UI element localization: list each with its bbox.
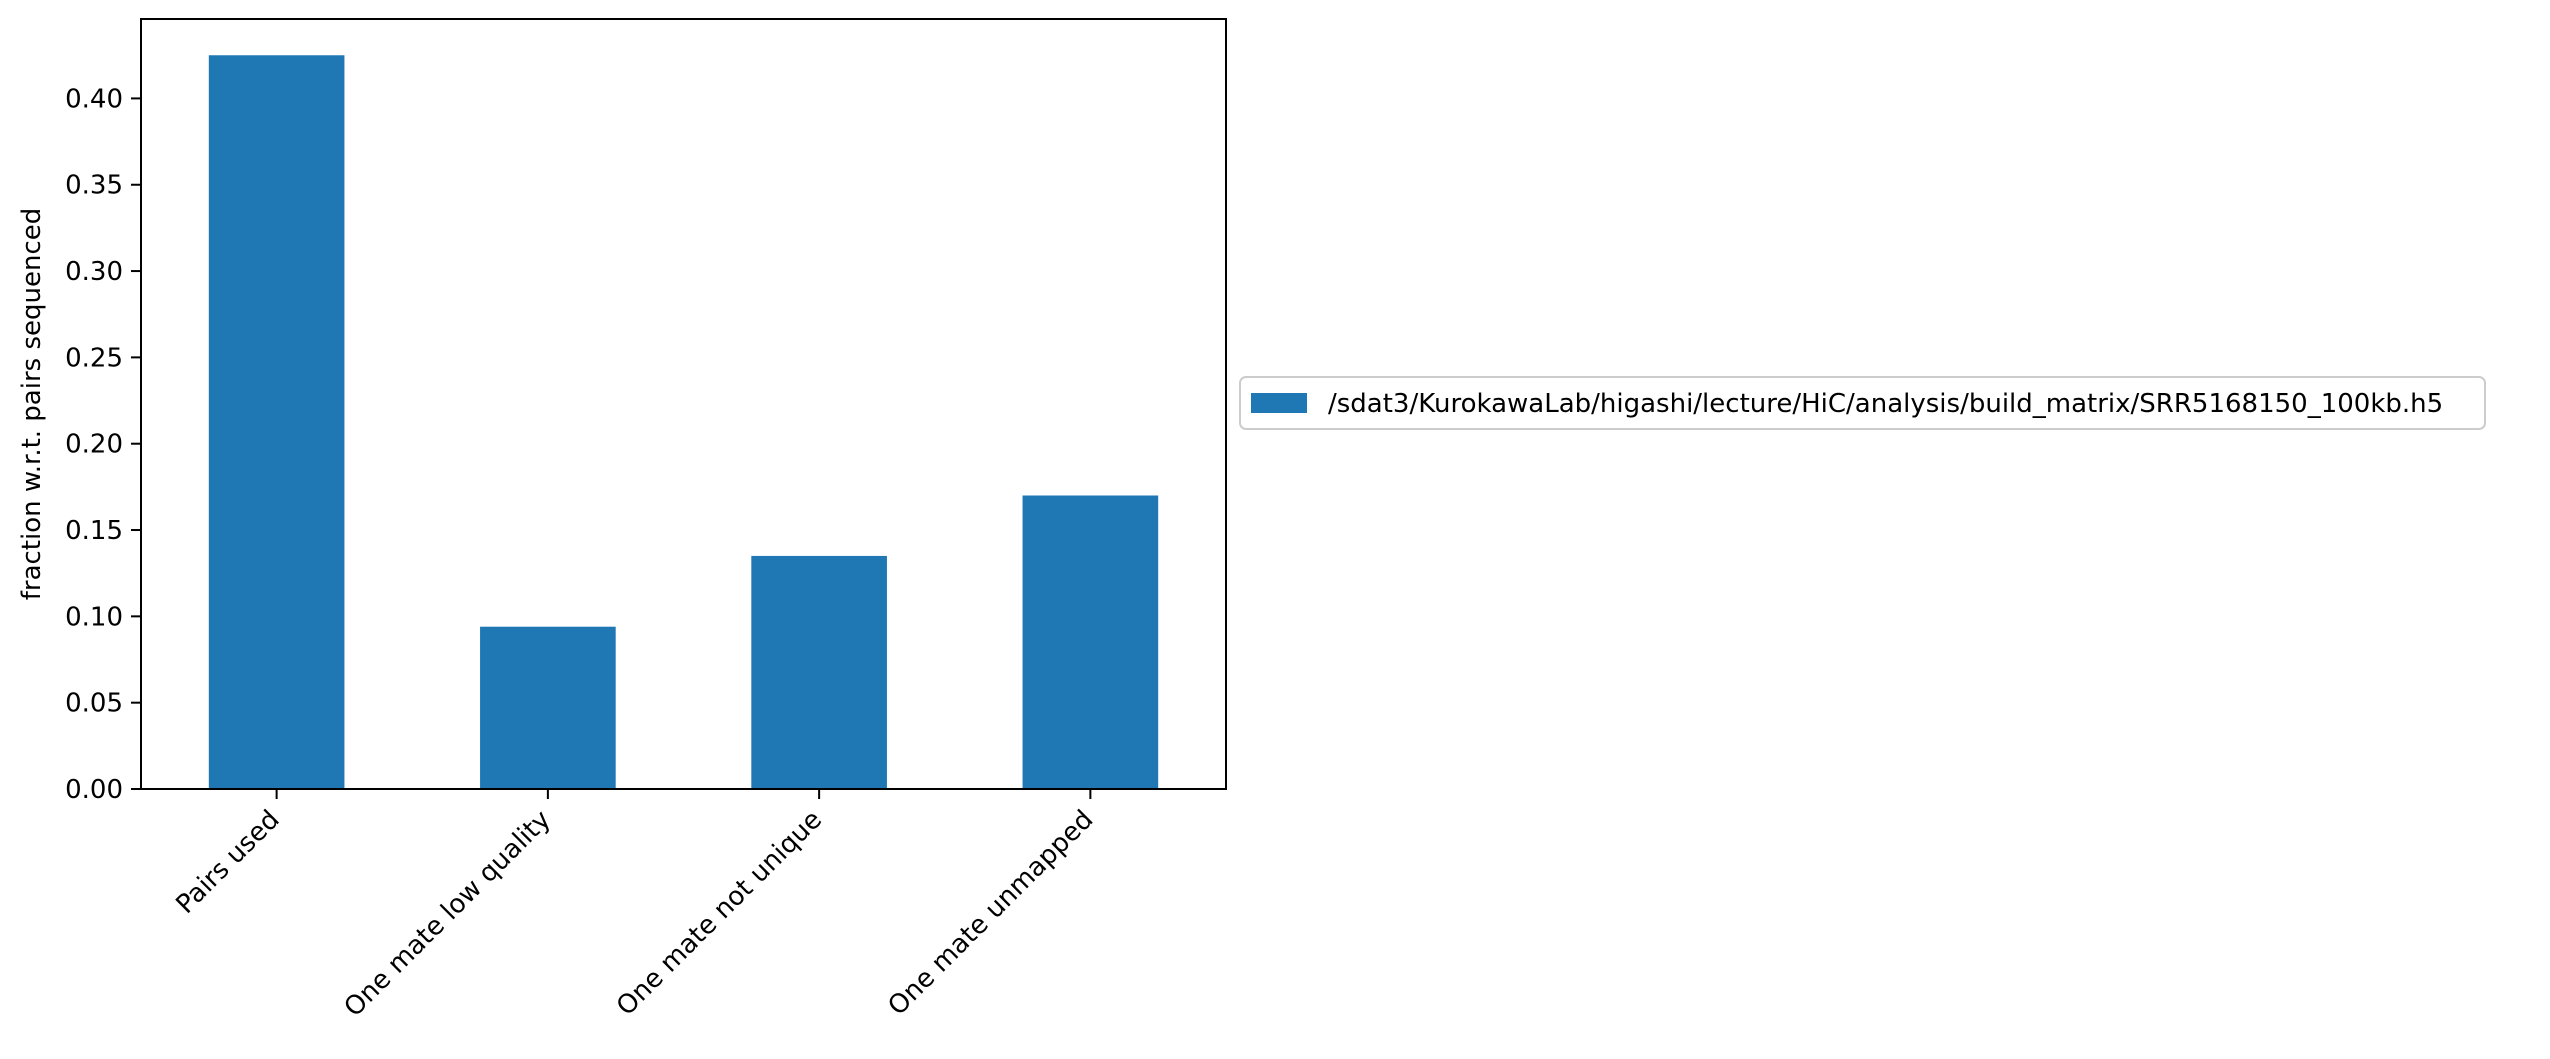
y-tick-label: 0.15 — [65, 516, 123, 546]
bar — [751, 555, 887, 789]
bar — [208, 55, 345, 789]
bar — [1022, 495, 1159, 789]
y-tick-label: 0.10 — [65, 602, 123, 632]
legend-swatch — [1251, 393, 1307, 413]
y-tick-label: 0.25 — [65, 343, 123, 373]
bar — [480, 626, 616, 789]
y-axis: 0.00 0.05 0.10 0.15 0.20 0.25 0.30 0.35 0.40 — [65, 84, 141, 805]
legend: /sdat3/KurokawaLab/higashi/lecture/HiC/a… — [1239, 376, 2486, 430]
y-tick-label: 0.20 — [65, 430, 123, 460]
y-tick-label: 0.00 — [65, 775, 123, 805]
plot-frame — [140, 18, 1227, 790]
y-tick-label: 0.30 — [65, 257, 123, 287]
legend-series-label: /sdat3/KurokawaLab/higashi/lecture/HiC/a… — [1328, 389, 2443, 419]
y-tick-label: 0.40 — [65, 84, 123, 114]
legend-frame — [1239, 376, 2486, 430]
y-tick-label: 0.35 — [65, 171, 123, 201]
y-axis-label: fraction w.r.t. pairs sequenced — [17, 208, 47, 601]
bars-group — [208, 55, 1159, 789]
y-tick-label: 0.05 — [65, 689, 123, 719]
